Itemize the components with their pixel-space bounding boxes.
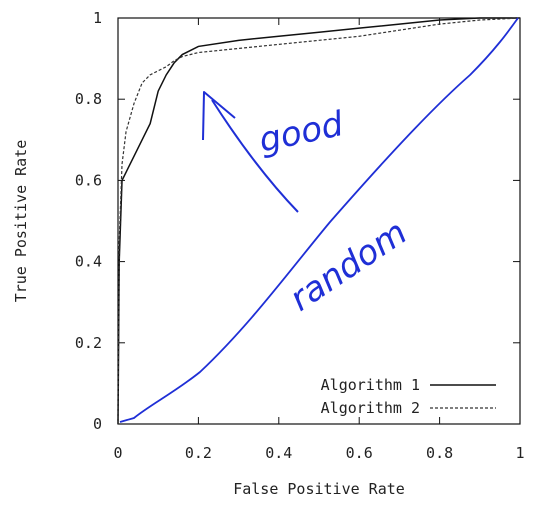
random-annotation: random	[283, 213, 415, 320]
x-axis-ticks: 0 0.2 0.4 0.6 0.8 1	[113, 18, 525, 462]
legend-label-algorithm-2: Algorithm 2	[321, 399, 420, 417]
plot-frame	[117, 17, 521, 425]
y-tick-label: 0.8	[75, 90, 102, 108]
good-arrowhead	[202, 91, 236, 141]
y-tick-label: 0.4	[75, 253, 102, 271]
x-tick-label: 0.2	[185, 444, 212, 462]
good-annotation: good	[256, 104, 348, 161]
x-tick-label: 1	[515, 444, 524, 462]
series-line-algorithm-2	[117, 17, 521, 425]
good-arrow-shaft	[211, 99, 299, 213]
y-tick-label: 1	[93, 9, 102, 27]
y-tick-label: 0.2	[75, 334, 102, 352]
y-axis-ticks: 0 0.2 0.4 0.6 0.8 1	[75, 9, 520, 433]
x-tick-label: 0.6	[346, 444, 373, 462]
x-axis-title: False Positive Rate	[233, 480, 405, 498]
legend: Algorithm 1 Algorithm 2	[321, 376, 496, 417]
legend-label-algorithm-1: Algorithm 1	[321, 376, 420, 394]
y-axis-title: True Positive Rate	[12, 140, 30, 303]
series-layer	[117, 17, 521, 425]
x-tick-label: 0.4	[265, 444, 292, 462]
y-tick-label: 0.6	[75, 171, 102, 189]
handwritten-annotations: good random	[119, 17, 519, 423]
x-tick-label: 0.8	[426, 444, 453, 462]
series-line-algorithm-1	[117, 17, 520, 425]
random-line	[119, 17, 519, 423]
y-tick-label: 0	[93, 415, 102, 433]
x-tick-label: 0	[113, 444, 122, 462]
